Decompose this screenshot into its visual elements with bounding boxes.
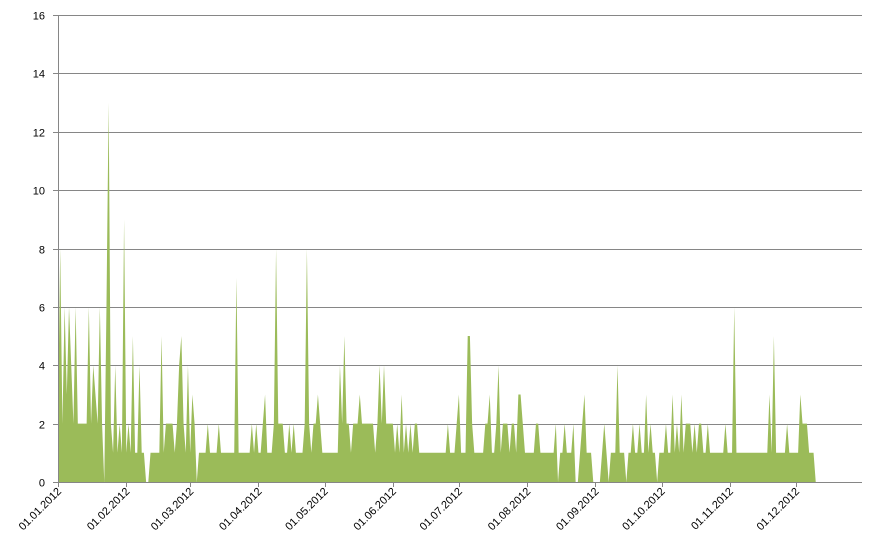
x-tick-label-01.05.2012: 01.05.2012	[283, 486, 330, 533]
x-tick-label-01.01.2012: 01.01.2012	[17, 486, 64, 533]
y-tick-label-6: 6	[39, 303, 45, 315]
y-tick-label-16: 16	[33, 11, 45, 23]
gridlines	[58, 15, 862, 425]
x-tick-label-01.09.2012: 01.09.2012	[554, 486, 601, 533]
x-tick-label-01.02.2012: 01.02.2012	[85, 486, 132, 533]
x-tick-label-01.10.2012: 01.10.2012	[620, 486, 667, 533]
y-tick-label-10: 10	[33, 186, 45, 198]
y-axis-tick-labels: 0 2 4 6 8 10 12 14 16	[33, 11, 45, 490]
x-tick-label-01.06.2012: 01.06.2012	[352, 486, 399, 533]
x-tick-label-01.03.2012: 01.03.2012	[149, 486, 196, 533]
y-tick-label-12: 12	[33, 128, 45, 140]
y-tick-label-2: 2	[39, 420, 45, 432]
y-tick-label-0: 0	[39, 478, 45, 490]
axes	[53, 15, 862, 487]
y-tick-label-8: 8	[39, 245, 45, 257]
x-axis-tick-labels: 01.01.2012 01.02.2012 01.03.2012 01.04.2012…	[17, 486, 802, 533]
x-tick-label-01.12.2012: 01.12.2012	[755, 486, 802, 533]
series-area-layer	[58, 102, 891, 482]
y-tick-label-14: 14	[33, 69, 45, 81]
y-tick-label-4: 4	[39, 361, 45, 373]
series-area	[58, 102, 891, 482]
x-tick-label-01.11.2012: 01.11.2012	[689, 486, 736, 533]
x-tick-label-01.07.2012: 01.07.2012	[418, 486, 465, 533]
x-tick-label-01.04.2012: 01.04.2012	[217, 486, 264, 533]
x-tick-label-01.08.2012: 01.08.2012	[486, 486, 533, 533]
